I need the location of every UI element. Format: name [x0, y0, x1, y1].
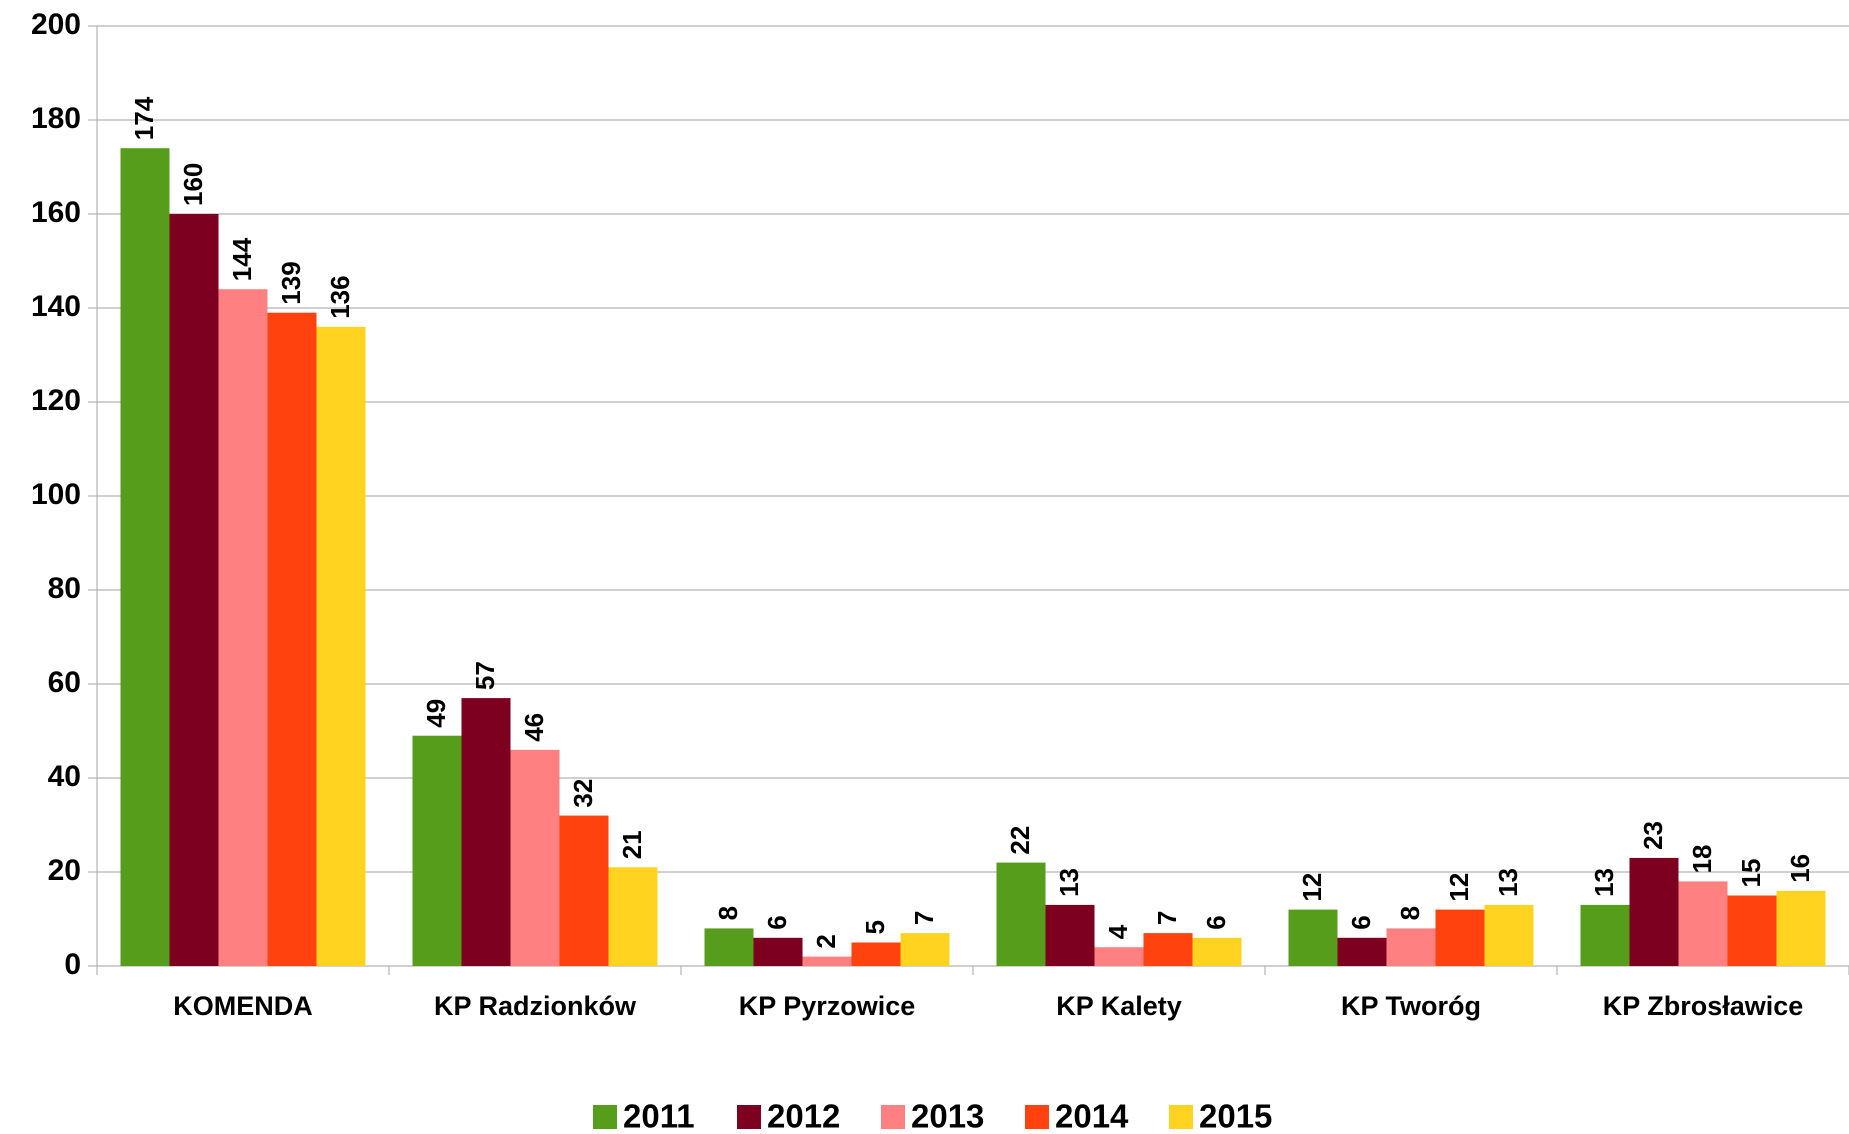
data-label: 7 — [909, 911, 939, 925]
legend-label: 2015 — [1199, 1098, 1272, 1134]
data-label: 12 — [1444, 873, 1474, 902]
legend-label: 2013 — [911, 1098, 984, 1134]
bar — [1435, 909, 1485, 966]
x-tick-label: KP Radzionków — [434, 991, 637, 1021]
data-label: 21 — [617, 830, 647, 859]
y-tick-label: 160 — [31, 196, 81, 229]
legend-swatch — [1025, 1105, 1049, 1129]
data-label: 8 — [1395, 906, 1425, 920]
bar — [1192, 937, 1242, 966]
legend-swatch — [881, 1105, 905, 1129]
bar — [218, 289, 268, 966]
bar — [704, 928, 754, 966]
x-tick-label: KP Tworóg — [1341, 991, 1481, 1021]
bar — [608, 867, 658, 966]
legend-swatch — [1169, 1105, 1193, 1129]
y-tick-label: 40 — [48, 760, 81, 793]
bar — [267, 312, 317, 966]
y-tick-label: 120 — [31, 384, 81, 417]
bar — [1580, 904, 1630, 966]
data-label: 6 — [1346, 915, 1376, 929]
y-tick-label: 100 — [31, 478, 81, 511]
data-label: 136 — [325, 275, 355, 318]
data-label: 4 — [1103, 924, 1133, 939]
data-label: 139 — [276, 261, 306, 304]
legend-label: 2012 — [767, 1098, 840, 1134]
bar — [510, 749, 560, 966]
bar — [900, 933, 950, 966]
bar — [996, 862, 1046, 966]
data-label: 8 — [713, 906, 743, 920]
x-tick-label: KP Kalety — [1056, 991, 1182, 1021]
data-label: 13 — [1493, 868, 1523, 897]
bar — [412, 735, 462, 966]
data-label: 18 — [1687, 844, 1717, 873]
data-label: 13 — [1054, 868, 1084, 897]
data-label: 160 — [178, 163, 208, 206]
y-tick-label: 20 — [48, 854, 81, 887]
bar — [316, 326, 366, 966]
bar — [851, 942, 901, 966]
bar — [461, 698, 511, 966]
data-label: 22 — [1005, 826, 1035, 855]
data-label: 144 — [227, 237, 257, 281]
data-label: 12 — [1297, 873, 1327, 902]
x-tick-label: KOMENDA — [173, 991, 313, 1021]
bar — [559, 815, 609, 966]
y-tick-label: 180 — [31, 102, 81, 135]
data-label: 23 — [1638, 821, 1668, 850]
data-label: 5 — [860, 920, 890, 934]
bar — [1776, 890, 1826, 966]
bar — [1337, 937, 1387, 966]
legend-swatch — [737, 1105, 761, 1129]
bar — [1094, 947, 1144, 966]
bar — [1727, 895, 1777, 966]
y-tick-label: 60 — [48, 666, 81, 699]
data-label: 174 — [129, 96, 159, 140]
legend-swatch — [593, 1105, 617, 1129]
data-label: 13 — [1589, 868, 1619, 897]
bar — [753, 937, 803, 966]
data-label: 15 — [1736, 859, 1766, 888]
data-label: 32 — [568, 779, 598, 808]
data-label: 2 — [811, 934, 841, 948]
bar — [1678, 881, 1728, 966]
bar — [169, 214, 219, 966]
data-label: 7 — [1152, 911, 1182, 925]
bar — [1484, 904, 1534, 966]
bar — [1386, 928, 1436, 966]
y-tick-label: 200 — [31, 8, 81, 41]
y-tick-label: 140 — [31, 290, 81, 323]
data-label: 46 — [519, 713, 549, 742]
bar — [802, 956, 852, 966]
bar — [1143, 933, 1193, 966]
bar — [1288, 909, 1338, 966]
data-label: 6 — [762, 915, 792, 929]
x-tick-label: KP Zbrosławice — [1603, 991, 1804, 1021]
data-label: 49 — [421, 699, 451, 728]
data-label: 16 — [1785, 854, 1815, 883]
legend-label: 2011 — [623, 1098, 695, 1134]
y-tick-label: 80 — [48, 572, 81, 605]
data-label: 6 — [1201, 915, 1231, 929]
x-tick-label: KP Pyrzowice — [739, 991, 916, 1021]
bar — [120, 148, 170, 966]
y-tick-label: 0 — [64, 948, 81, 981]
bar — [1629, 857, 1679, 966]
data-label: 57 — [470, 661, 500, 690]
legend-label: 2014 — [1055, 1098, 1129, 1134]
bar — [1045, 904, 1095, 966]
